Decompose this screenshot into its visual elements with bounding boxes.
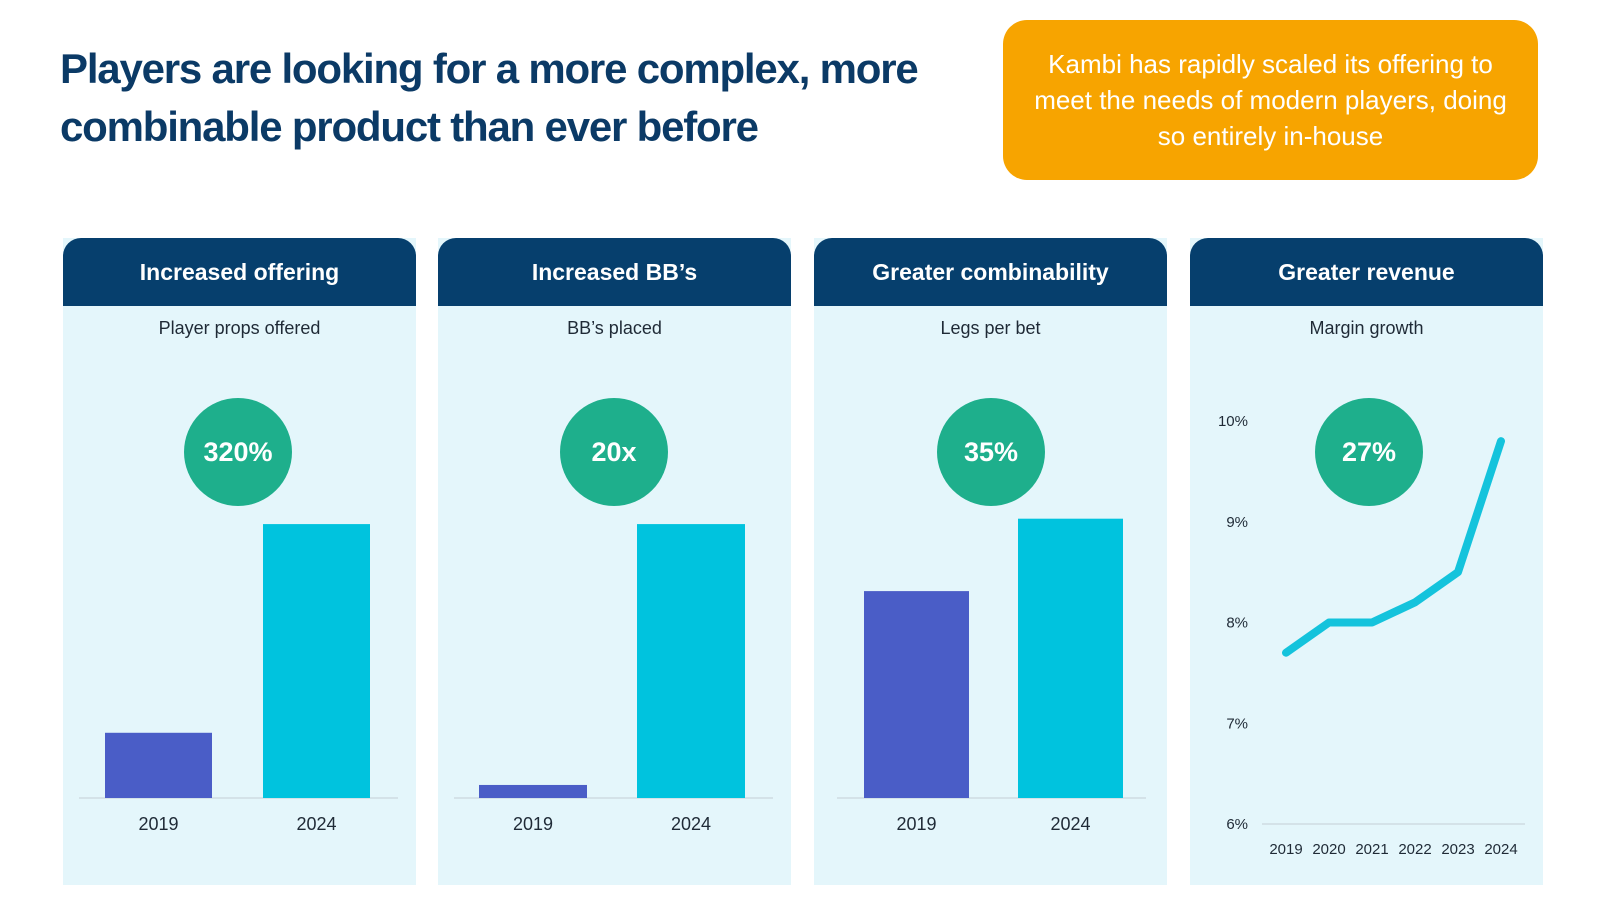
x-tick-label: 2019 [1269, 841, 1302, 858]
panel-subtitle: Margin growth [1309, 318, 1424, 338]
growth-badge: 320% [184, 398, 292, 506]
panel-header: Increased BB’s [438, 238, 791, 306]
line-chart-margin-growth: 6% 7% 8% 9% 10% 2019 2020 2021 2022 2023 2024 [1218, 413, 1525, 858]
bar-2024 [637, 524, 745, 798]
panel-header: Greater combinability [814, 238, 1167, 306]
panel-subtitle: Player props offered [158, 318, 321, 338]
panel-header: Increased offering [63, 238, 416, 306]
growth-badge: 35% [937, 398, 1045, 506]
panel-header: Greater revenue [1190, 238, 1543, 306]
page-title: Players are looking for a more complex, … [60, 45, 919, 150]
x-tick-label: 2019 [513, 814, 553, 834]
bar-2024 [1018, 518, 1123, 798]
bar-2019 [479, 784, 587, 798]
y-tick-label: 8% [1226, 615, 1248, 632]
x-tick-label: 2024 [296, 814, 336, 834]
margin-series-line [1282, 437, 1505, 657]
x-tick-label: 2020 [1312, 841, 1345, 858]
bar-chart-bbs-placed: 2019 2024 [454, 524, 773, 834]
x-tick-label: 2024 [1484, 841, 1517, 858]
panel-subtitle: BB’s placed [567, 318, 662, 338]
x-tick-label: 2019 [896, 814, 936, 834]
bar-2019 [105, 732, 212, 798]
callout-box: Kambi has rapidly scaled its offering to… [1003, 20, 1538, 180]
panel-greater-revenue: Greater revenue Margin growth 6% 7% 8% 9% 10… [1190, 238, 1543, 885]
bar-chart-legs-per-bet: 2019 2024 [837, 518, 1146, 834]
growth-badge: 27% [1315, 398, 1423, 506]
panel-increased-offering: Increased offering Player props offered … [63, 238, 416, 885]
panel-increased-bbs: Increased BB’s BB’s placed 2019 2024 20x [438, 238, 791, 885]
y-tick-label: 6% [1226, 816, 1248, 833]
x-tick-label: 2022 [1398, 841, 1431, 858]
x-tick-label: 2019 [138, 814, 178, 834]
panel-subtitle: Legs per bet [940, 318, 1041, 338]
x-tick-label: 2024 [1050, 814, 1090, 834]
bar-chart-player-props: 2019 2024 [79, 524, 398, 834]
x-tick-label: 2023 [1441, 841, 1474, 858]
growth-badge: 20x [560, 398, 668, 506]
y-tick-label: 9% [1226, 514, 1248, 531]
bar-2024 [263, 524, 370, 798]
x-tick-label: 2021 [1355, 841, 1388, 858]
panel-greater-combinability: Greater combinability Legs per bet 2019 2… [814, 238, 1167, 885]
x-tick-label: 2024 [671, 814, 711, 834]
y-tick-label: 7% [1226, 715, 1248, 732]
y-tick-label: 10% [1218, 413, 1248, 430]
callout-text: Kambi has rapidly scaled its offering to… [1034, 49, 1507, 151]
bar-2019 [864, 591, 969, 798]
